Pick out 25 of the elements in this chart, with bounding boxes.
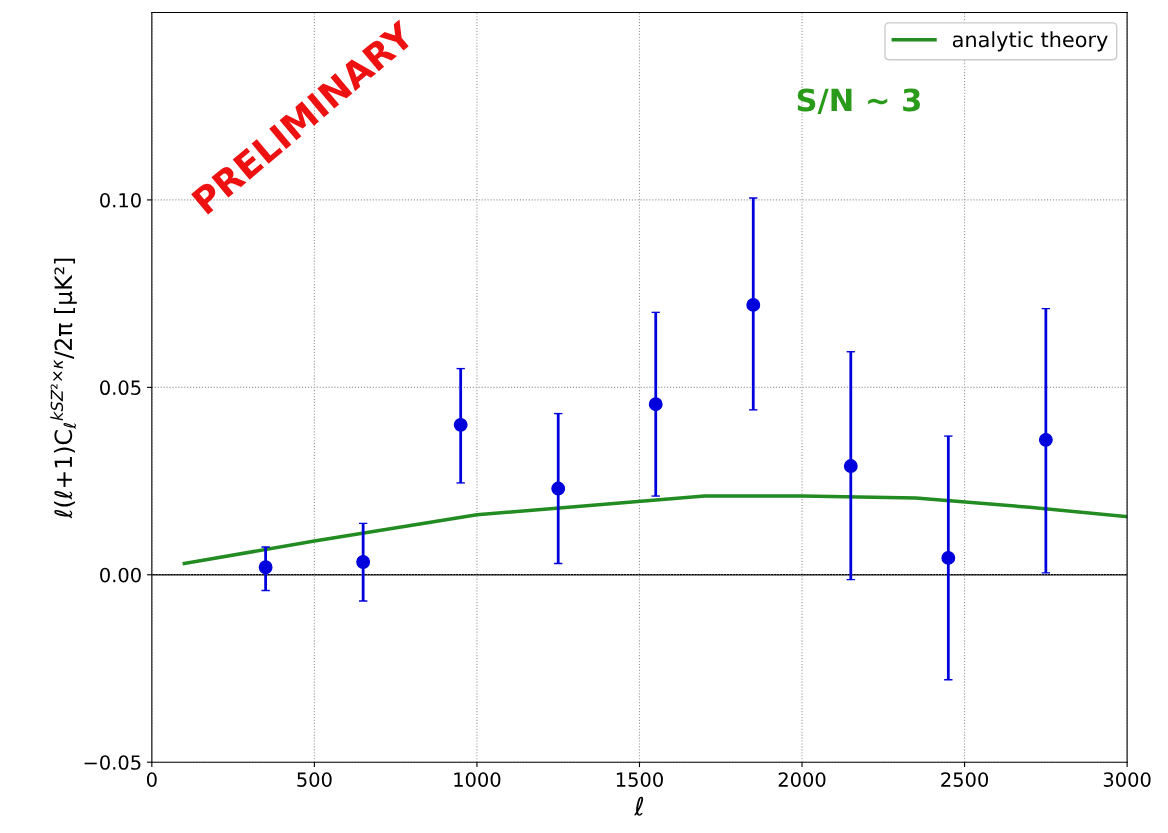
point <box>941 550 956 565</box>
annotation: S/N ~ 3 <box>797 88 920 114</box>
x-tick-label: 2000 <box>778 772 826 787</box>
x-tick-label: 1000 <box>454 772 501 787</box>
legend-label: analytic theory <box>952 31 1108 52</box>
point <box>453 417 468 432</box>
y-tick-label: 0.10 <box>100 192 141 208</box>
point <box>1038 432 1053 447</box>
point <box>258 560 273 575</box>
point <box>843 459 858 474</box>
x-tick-label: 500 <box>297 772 332 787</box>
y-tick-label: 0.05 <box>100 380 141 396</box>
x-tick-label: 1500 <box>616 772 663 787</box>
x-axis-title: ℓ <box>633 796 644 816</box>
point <box>648 397 663 412</box>
x-tick-label: 3000 <box>1103 772 1151 787</box>
point <box>746 297 761 312</box>
y-tick-label: −0.05 <box>84 755 141 770</box>
y-tick-label: 0.00 <box>100 567 141 583</box>
point <box>551 481 566 496</box>
line-series <box>182 494 1128 566</box>
x-tick-label: 0 <box>146 772 157 787</box>
y-axis-title: ℓ(ℓ+1)C$_{ℓ}$$^{kSZ²×κ}$/2π [μK²] <box>50 258 77 519</box>
point <box>356 555 371 569</box>
x-tick-label: 2500 <box>941 772 989 787</box>
